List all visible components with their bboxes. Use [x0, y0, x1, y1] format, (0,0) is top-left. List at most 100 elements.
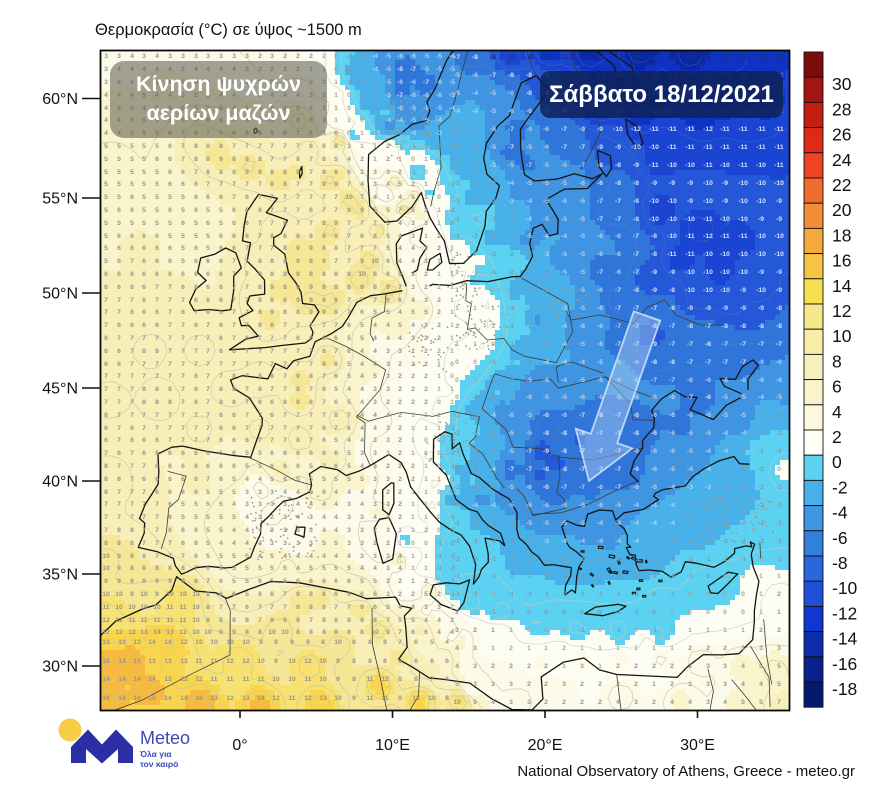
svg-text:6: 6: [194, 284, 198, 291]
svg-text:5: 5: [334, 437, 338, 444]
svg-text:3: 3: [373, 489, 377, 496]
svg-text:-7: -7: [651, 305, 657, 312]
svg-text:6: 6: [334, 335, 338, 342]
svg-text:6: 6: [219, 578, 223, 585]
svg-text:-1: -1: [615, 627, 621, 634]
svg-text:8: 8: [322, 361, 326, 368]
svg-text:-7: -7: [597, 198, 603, 205]
svg-text:8: 8: [258, 258, 262, 265]
svg-text:5: 5: [777, 681, 781, 688]
svg-text:-1: -1: [490, 269, 496, 276]
svg-text:2: 2: [411, 348, 415, 355]
svg-text:5: 5: [334, 565, 338, 572]
svg-text:3: 3: [688, 663, 692, 670]
svg-text:-6: -6: [597, 323, 603, 330]
svg-text:16: 16: [102, 695, 110, 702]
svg-text:0: 0: [455, 359, 459, 366]
svg-text:6: 6: [219, 348, 223, 355]
svg-text:5: 5: [181, 194, 185, 201]
svg-text:0: 0: [562, 609, 566, 616]
svg-text:9: 9: [398, 695, 402, 702]
svg-text:-2: -2: [454, 502, 460, 509]
svg-text:8: 8: [206, 143, 210, 150]
svg-text:6: 6: [181, 450, 185, 457]
svg-text:-7: -7: [508, 126, 514, 133]
svg-text:7: 7: [130, 463, 134, 470]
svg-text:7: 7: [398, 629, 402, 636]
svg-text:6: 6: [194, 399, 198, 406]
svg-text:6: 6: [155, 463, 159, 470]
svg-text:6: 6: [168, 245, 172, 252]
svg-text:1: 1: [437, 412, 441, 419]
svg-text:-7: -7: [633, 341, 639, 348]
svg-text:-7: -7: [758, 341, 764, 348]
svg-text:7: 7: [245, 271, 249, 278]
svg-text:5: 5: [181, 207, 185, 214]
svg-text:-9: -9: [615, 144, 621, 151]
svg-text:-6: -6: [397, 105, 403, 112]
svg-text:2: 2: [455, 609, 459, 616]
svg-text:9: 9: [309, 309, 313, 316]
svg-text:4: 4: [373, 194, 377, 201]
svg-text:-2: -2: [449, 540, 455, 547]
svg-text:9: 9: [130, 591, 134, 598]
svg-text:0: 0: [437, 463, 441, 470]
svg-text:3: 3: [309, 527, 313, 534]
svg-text:7: 7: [206, 373, 210, 380]
svg-text:-7: -7: [615, 466, 621, 473]
svg-text:-8: -8: [597, 162, 603, 169]
svg-text:7: 7: [270, 194, 274, 201]
svg-text:8: 8: [373, 271, 377, 278]
svg-text:1: 1: [411, 578, 415, 585]
svg-text:8: 8: [130, 540, 134, 547]
svg-text:-3: -3: [561, 556, 567, 563]
svg-text:-3: -3: [687, 484, 693, 491]
svg-text:-7: -7: [615, 287, 621, 294]
svg-text:1: 1: [411, 425, 415, 432]
svg-text:0: 0: [706, 573, 710, 580]
svg-text:-8: -8: [633, 287, 639, 294]
svg-text:5: 5: [206, 489, 210, 496]
svg-text:2: 2: [437, 348, 441, 355]
svg-text:-3: -3: [579, 556, 585, 563]
svg-text:-8: -8: [508, 72, 514, 79]
svg-text:1: 1: [741, 627, 745, 634]
svg-text:-7: -7: [526, 448, 532, 455]
svg-text:-11: -11: [738, 233, 748, 240]
svg-text:9: 9: [334, 297, 338, 304]
svg-text:12: 12: [242, 658, 250, 665]
svg-text:1: 1: [670, 645, 674, 652]
svg-text:4: 4: [245, 540, 249, 547]
svg-text:7: 7: [117, 297, 121, 304]
svg-text:-4: -4: [597, 538, 603, 545]
svg-text:-11: -11: [703, 144, 713, 151]
svg-text:7: 7: [309, 348, 313, 355]
svg-text:9: 9: [322, 604, 326, 611]
svg-text:-6: -6: [651, 448, 657, 455]
svg-text:8: 8: [258, 156, 262, 163]
svg-text:4: 4: [360, 399, 364, 406]
svg-text:6: 6: [155, 437, 159, 444]
svg-text:5: 5: [142, 143, 146, 150]
svg-text:3: 3: [373, 501, 377, 508]
svg-text:9: 9: [296, 284, 300, 291]
svg-text:5: 5: [232, 489, 236, 496]
svg-text:-3: -3: [561, 305, 567, 312]
svg-text:4: 4: [398, 258, 402, 265]
svg-text:-1: -1: [669, 591, 675, 598]
svg-text:-3: -3: [423, 130, 429, 137]
svg-text:2: 2: [424, 348, 428, 355]
svg-text:6: 6: [219, 463, 223, 470]
svg-text:9: 9: [117, 553, 121, 560]
svg-text:6: 6: [322, 437, 326, 444]
svg-text:-4: -4: [705, 466, 711, 473]
svg-text:6: 6: [117, 271, 121, 278]
svg-text:6: 6: [398, 297, 402, 304]
svg-text:4: 4: [258, 476, 262, 483]
svg-text:7: 7: [130, 514, 134, 521]
svg-text:-9: -9: [597, 144, 603, 151]
svg-text:-9: -9: [758, 269, 764, 276]
svg-text:-10: -10: [832, 578, 858, 598]
svg-text:7: 7: [258, 604, 262, 611]
svg-text:2: 2: [509, 645, 513, 652]
